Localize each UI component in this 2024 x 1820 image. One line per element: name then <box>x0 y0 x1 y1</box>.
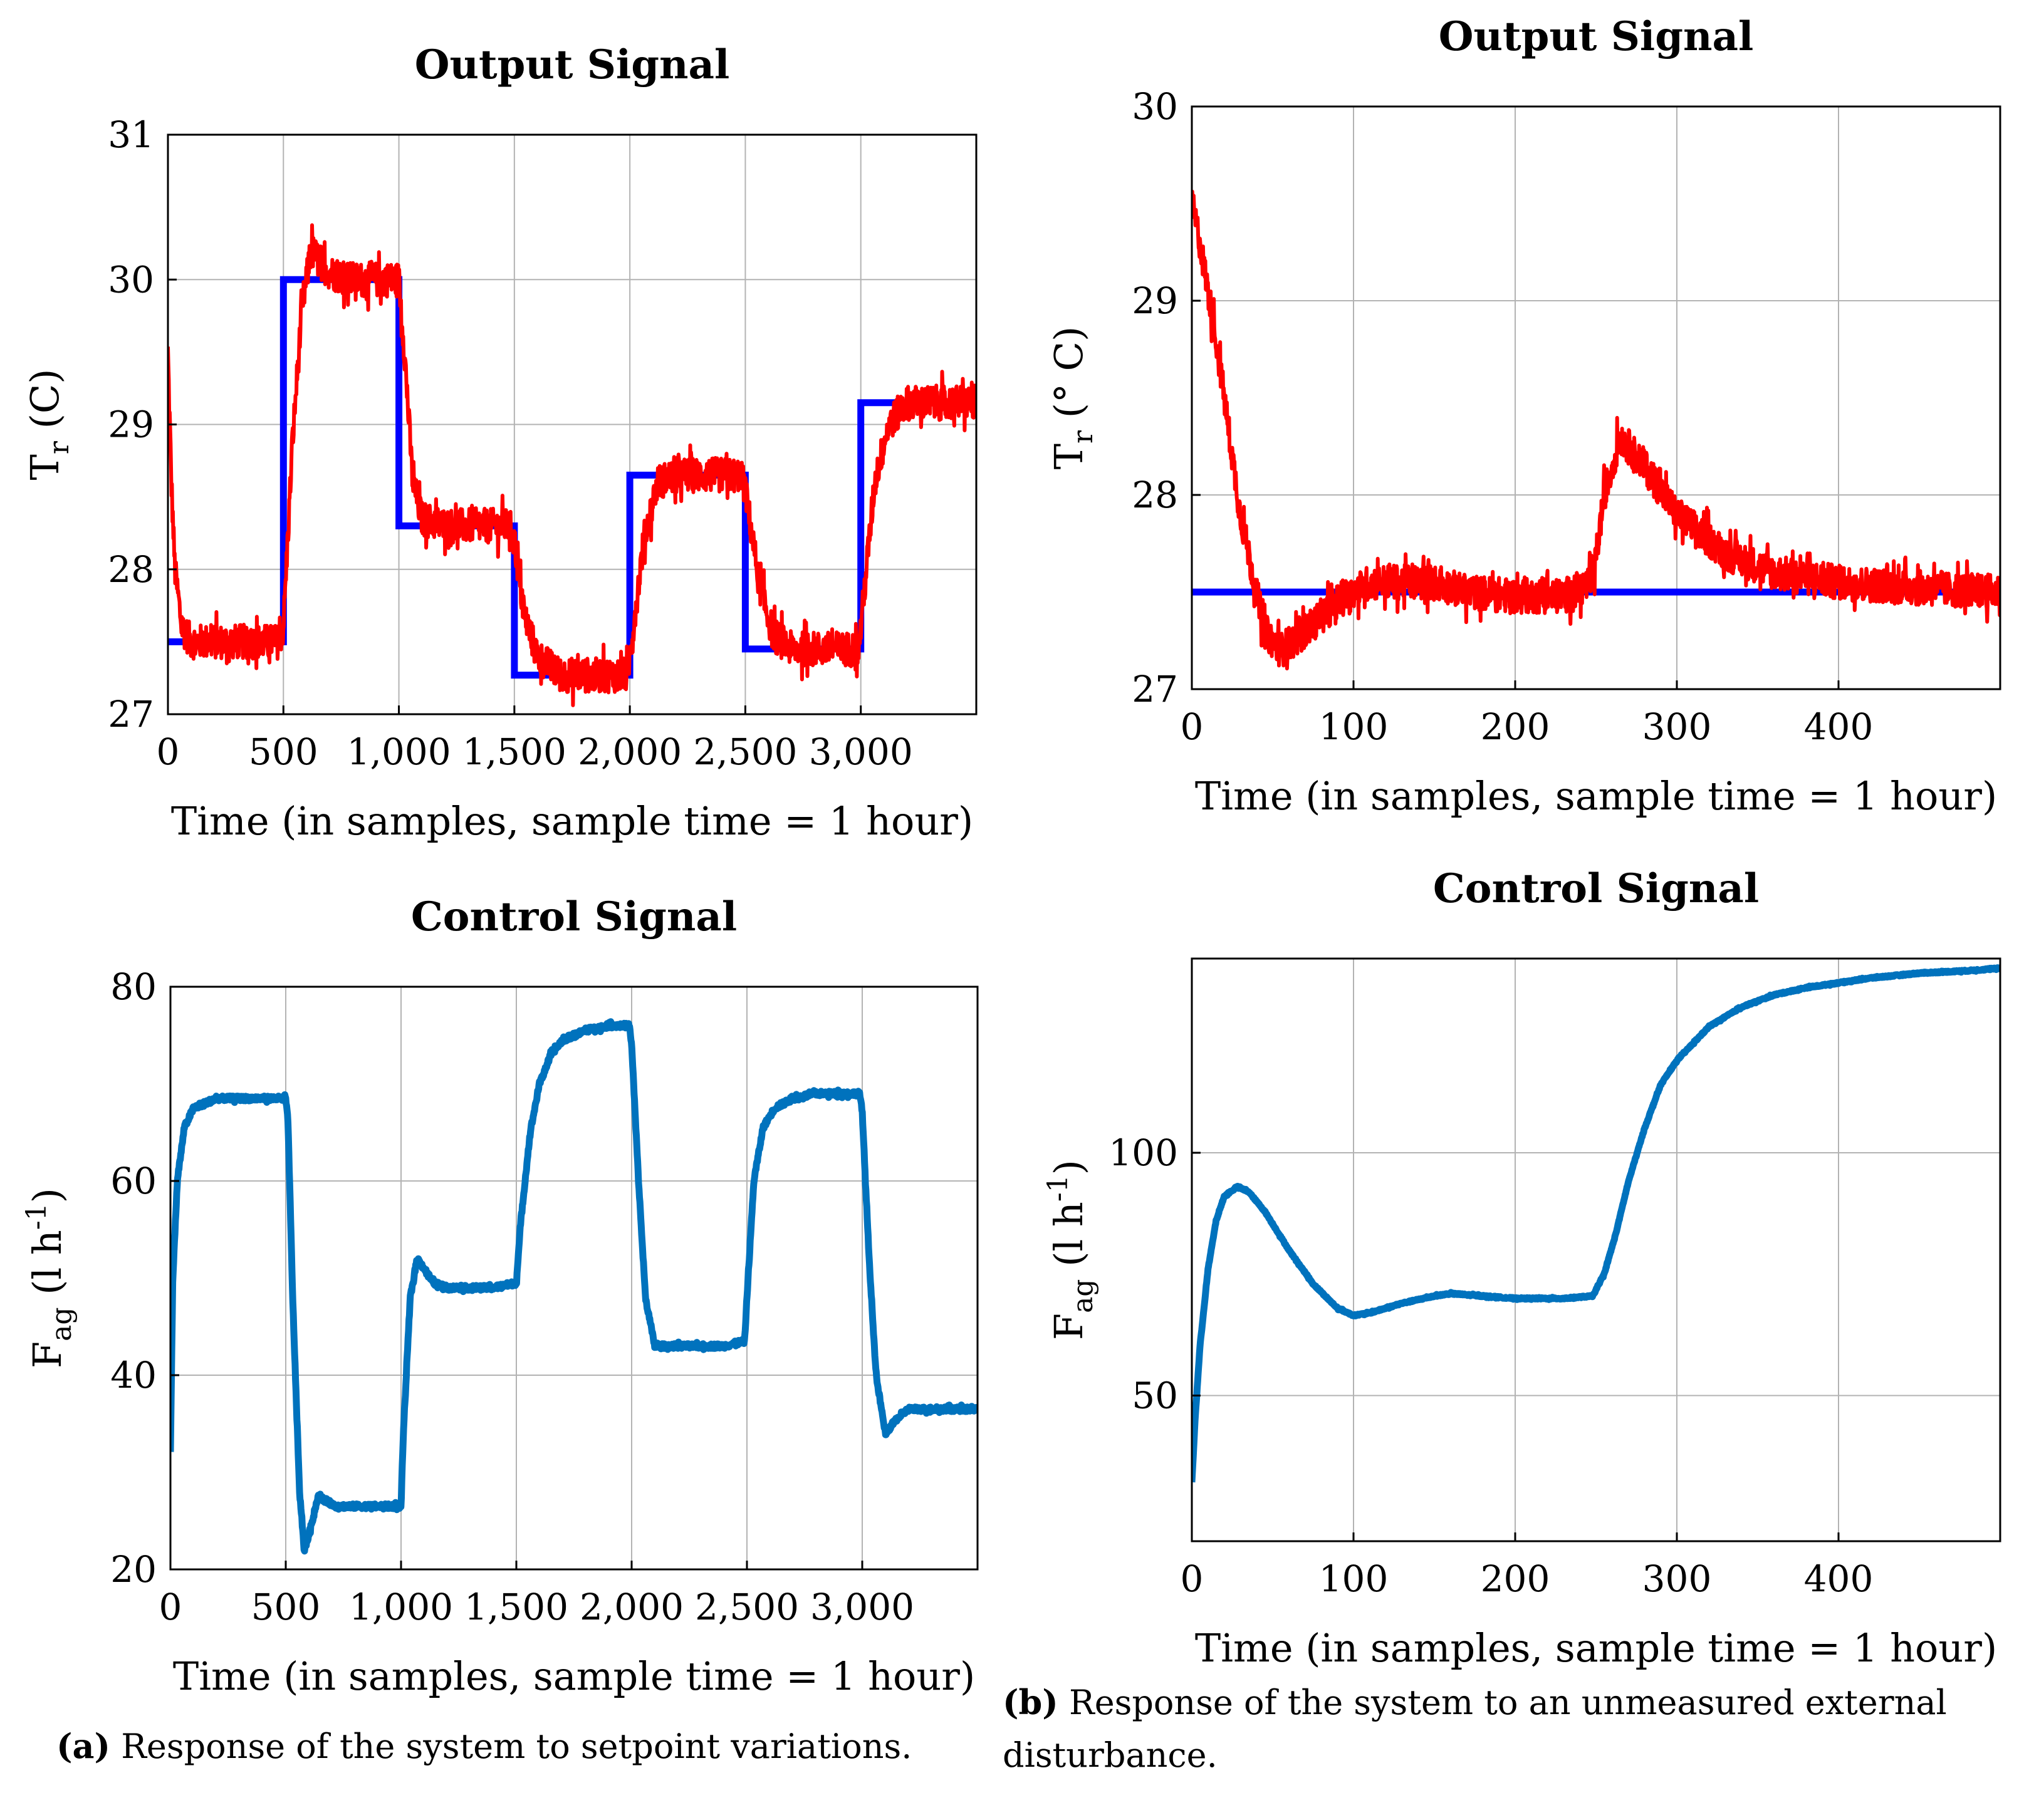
chart-b_control-series-group <box>1192 964 2000 1483</box>
chart-b_output-xtick-label-3: 300 <box>1642 705 1712 748</box>
chart-a_output-ytick-label-4: 31 <box>108 113 154 156</box>
chart-b_control-ytick-label-1: 100 <box>1109 1131 1178 1174</box>
chart-a_output-title: Output Signal <box>415 41 730 88</box>
chart-a_output-ytick-label-0: 27 <box>108 693 154 736</box>
chart-b_control-grid <box>1192 959 2000 1541</box>
panel-b-control-signal: 0 100 200 300 400 50 100 Control Signal Time (in… <box>1042 865 2001 1671</box>
chart-a_control-xtick-label-4: 2,000 <box>580 1586 684 1628</box>
chart-a_output-xtick-label-3: 1,500 <box>462 731 566 773</box>
chart-a_control-xtick-label-6: 3,000 <box>810 1586 914 1628</box>
chart-a_output-ytick-label-1: 28 <box>108 548 154 591</box>
chart-b_control-title: Control Signal <box>1433 865 1759 912</box>
chart-b_control-xtick-label-3: 300 <box>1642 1557 1712 1600</box>
panel-a-output-signal: 0 500 1,000 1,500 2,000 2,500 3,000 27 28 29 30 31 O… <box>22 41 978 844</box>
chart-a_output-series-group <box>168 223 976 707</box>
chart-a_control-ytick-label-2: 60 <box>110 1160 157 1202</box>
chart-a_output-xtick-label-4: 2,000 <box>578 731 682 773</box>
caption-b: (b) Response of the system to an unmeasu… <box>1003 1676 1947 1782</box>
chart-b_control-series-control <box>1192 964 2000 1483</box>
chart-a_output-xtick-label-2: 1,000 <box>347 731 451 773</box>
chart-b_output-series-output <box>1192 189 2000 670</box>
chart-a_control-ytick-label-0: 20 <box>110 1548 157 1591</box>
chart-a_control-xtick-label-2: 1,000 <box>349 1586 453 1628</box>
chart-a_control-ylabel: Fag (l h-1) <box>21 1188 78 1368</box>
chart-a_output-ylabel: Tr (C) <box>22 369 75 481</box>
chart-b_output-plot-frame <box>1191 105 2001 690</box>
caption-b-text-line-2: disturbance. <box>1003 1735 1218 1775</box>
chart-b_output-xtick-label-2: 200 <box>1481 705 1550 748</box>
caption-b-text-line-1: Response of the system to an unmeasured … <box>1069 1683 1947 1722</box>
chart-b_control-xtick-label-2: 200 <box>1481 1557 1550 1600</box>
chart-b_output-xtick-label-4: 400 <box>1804 705 1874 748</box>
chart-a_output-series-output <box>168 223 976 707</box>
chart-a_output-xtick-label-0: 0 <box>157 731 180 773</box>
chart-b_control-plot-frame <box>1191 957 2001 1542</box>
chart-b_output-title: Output Signal <box>1439 13 1754 60</box>
chart-b_control-xtick-label-4: 400 <box>1804 1557 1874 1600</box>
panel-b-output-signal: 0 100 200 300 400 27 28 29 30 Output Signal Time (… <box>1046 13 2001 819</box>
chart-a_control-ytick-label-3: 80 <box>110 965 157 1008</box>
chart-a_control-series-control <box>170 1018 978 1555</box>
chart-b_control-ytick-label-0: 50 <box>1132 1375 1178 1417</box>
chart-b_control-ylabel: Fag (l h-1) <box>1042 1160 1099 1340</box>
chart-b_output-ylabel: Tr (° C) <box>1046 326 1099 470</box>
chart-a_output-xtick-label-5: 2,500 <box>693 731 797 773</box>
chart-b_control-xlabel: Time (in samples, sample time = 1 hour) <box>1195 1625 1997 1671</box>
chart-a_control-xtick-label-5: 2,500 <box>695 1586 799 1628</box>
chart-b_control-xtick-label-1: 100 <box>1319 1557 1389 1600</box>
chart-b_output-ytick-label-0: 27 <box>1132 668 1178 710</box>
chart-a_output-xlabel: Time (in samples, sample time = 1 hour) <box>171 798 973 844</box>
caption-a-text: Response of the system to setpoint varia… <box>121 1727 912 1766</box>
chart-a_output-ytick-label-2: 29 <box>108 403 154 446</box>
chart-a_control-xtick-label-1: 500 <box>251 1586 321 1628</box>
caption-a: (a) Response of the system to setpoint v… <box>56 1720 912 1773</box>
chart-a_control-xlabel: Time (in samples, sample time = 1 hour) <box>173 1653 975 1699</box>
chart-a_output-xtick-label-1: 500 <box>249 731 318 773</box>
caption-b-label: (b) <box>1003 1682 1058 1722</box>
caption-b-line-1: (b) Response of the system to an unmeasu… <box>1003 1676 1947 1729</box>
panel-a-control-signal: 0 500 1,000 1,500 2,000 2,500 3,000 20 40 60 80 Con… <box>21 893 979 1699</box>
chart-a_control-xtick-label-3: 1,500 <box>464 1586 568 1628</box>
chart-b_output-ytick-label-2: 29 <box>1132 279 1178 322</box>
chart-a_control-ytick-label-1: 40 <box>110 1354 157 1396</box>
chart-a_output-xtick-label-6: 3,000 <box>809 731 913 773</box>
chart-a_control-series-group <box>170 1018 978 1555</box>
chart-a_control-title: Control Signal <box>411 893 737 940</box>
chart-b_output-ytick-label-1: 28 <box>1132 474 1178 516</box>
chart-a_control-xtick-label-0: 0 <box>159 1586 182 1628</box>
caption-a-label: (a) <box>56 1726 111 1766</box>
chart-b_output-series-group <box>1192 189 2000 670</box>
chart-b_control-xtick-label-0: 0 <box>1181 1557 1204 1600</box>
chart-b_output-xtick-label-0: 0 <box>1181 705 1204 748</box>
chart-b_output-xlabel: Time (in samples, sample time = 1 hour) <box>1195 773 1997 819</box>
chart-a_control-plot-frame <box>169 985 979 1571</box>
chart-b_output-xtick-label-1: 100 <box>1319 705 1389 748</box>
chart-a_output-ytick-label-3: 30 <box>108 258 154 301</box>
chart-b_output-ytick-label-3: 30 <box>1132 85 1178 128</box>
